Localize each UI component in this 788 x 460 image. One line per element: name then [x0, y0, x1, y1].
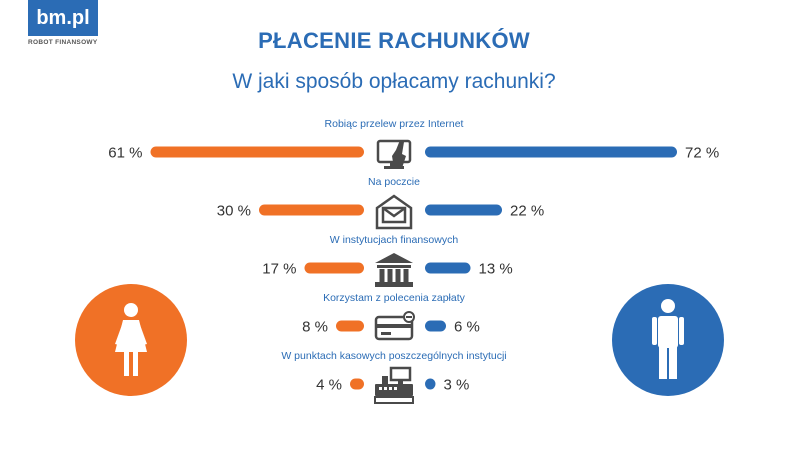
page-title: PŁACENIE RACHUNKÓW [258, 28, 530, 53]
value-label-male: 6 % [454, 319, 480, 336]
value-label-female: 61 % [108, 145, 142, 162]
category-label: Robiąc przelew przez Internet [325, 118, 464, 130]
female-icon [75, 284, 187, 396]
envelope-icon [375, 194, 413, 230]
value-label-female: 17 % [262, 261, 296, 278]
chart-subtitle: W jaki sposób opłacamy rachunki? [232, 70, 556, 93]
value-label-female: 4 % [316, 377, 342, 394]
male-icon [612, 284, 724, 396]
category-label: Na poczcie [368, 176, 420, 188]
value-label-male: 13 % [479, 261, 513, 278]
online-transfer-icon [376, 139, 412, 169]
bank-icon [375, 253, 413, 287]
value-label-male: 22 % [510, 203, 544, 220]
value-label-male: 3 % [444, 377, 470, 394]
bar-female [259, 204, 364, 216]
bar-male [425, 262, 471, 274]
logo: bm.pl [28, 0, 98, 36]
bar-female [304, 262, 364, 274]
bar-male [425, 378, 436, 390]
logo-subtitle: ROBOT FINANSOWY [28, 39, 98, 46]
value-label-female: 8 % [302, 319, 328, 336]
bar-female [350, 378, 364, 390]
category-label: W instytucjach finansowych [330, 234, 459, 246]
card-icon [374, 311, 415, 341]
bar-male [425, 204, 502, 216]
cash-register-icon [374, 366, 414, 404]
bar-male [425, 320, 446, 332]
value-label-female: 30 % [217, 203, 251, 220]
bar-female [150, 146, 364, 158]
bar-female [336, 320, 364, 332]
category-label: Korzystam z polecenia zapłaty [323, 292, 466, 304]
value-label-male: 72 % [685, 145, 719, 162]
bar-male [425, 146, 677, 158]
category-label: W punktach kasowych poszczególnych insty… [281, 350, 506, 362]
